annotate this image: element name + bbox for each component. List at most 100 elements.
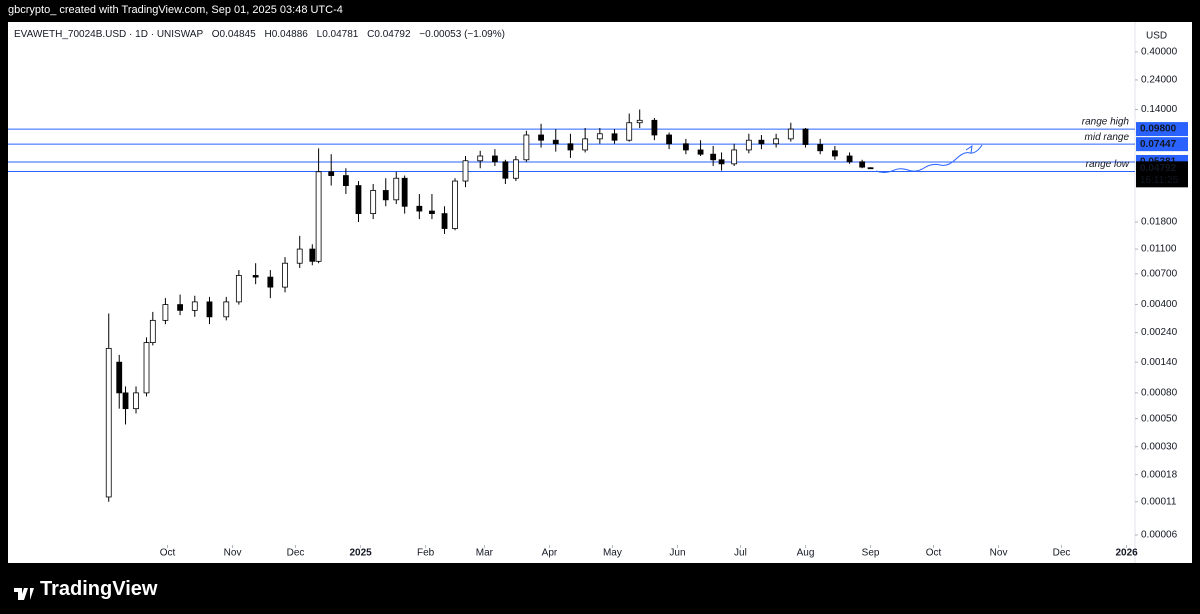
candle-body	[452, 180, 458, 229]
x-tick-label: Sep	[862, 548, 880, 559]
candle-body	[105, 347, 112, 498]
candle-body	[817, 144, 824, 152]
candle-body	[718, 159, 725, 165]
legend-open: 0.04845	[219, 29, 256, 40]
candle-body	[745, 139, 752, 151]
candle-body	[512, 159, 519, 179]
candle-body	[666, 134, 672, 145]
y-tick-label: 0.01100	[1141, 244, 1177, 255]
footer: TradingView	[10, 578, 157, 601]
candle-body	[462, 160, 469, 182]
candle-body	[328, 171, 335, 176]
y-tick-label: 0.40000	[1141, 47, 1178, 58]
x-tick-label: 2025	[349, 548, 372, 559]
legend-letter: O	[211, 29, 220, 40]
candle-body	[502, 161, 509, 179]
y-tick-label: 0.24000	[1141, 75, 1178, 86]
brand: TradingView	[40, 578, 158, 600]
legend-letter: C	[367, 29, 375, 40]
candle-body	[582, 138, 589, 151]
last-price-tag	[1136, 161, 1188, 188]
level-tag	[1136, 122, 1188, 137]
candle-body	[429, 210, 435, 214]
brand-logo	[14, 588, 34, 600]
level-name: range high	[1082, 117, 1130, 128]
candle-body	[697, 149, 704, 155]
legend-high: 0.04886	[271, 29, 308, 40]
candle-body	[133, 392, 139, 410]
symbol: EVAWETH_70024B.USD · 1D · UNISWAP	[14, 29, 203, 40]
legend-change: −0.00053 (−1.09%)	[419, 29, 505, 40]
candle-body	[802, 128, 809, 145]
candle-body	[441, 213, 448, 229]
y-tick-label: 0.00018	[1141, 469, 1178, 480]
candle-body	[355, 185, 362, 214]
candle-body	[538, 134, 544, 141]
level-label: 0.09800	[1140, 124, 1177, 135]
candle-body	[731, 149, 738, 165]
x-tick-label: Jun	[669, 548, 685, 559]
candle-body	[552, 139, 559, 145]
candle-body	[867, 167, 874, 170]
candle-body	[149, 319, 156, 344]
candle-body	[282, 262, 288, 288]
candle-body	[309, 248, 316, 262]
y-tick-label: 0.00140	[1141, 357, 1178, 368]
currency-label: USD	[1146, 31, 1167, 42]
candle-body	[491, 155, 498, 163]
candle-body	[177, 304, 183, 311]
candle-body	[191, 301, 198, 311]
candle-body	[252, 275, 259, 278]
header-text: gbcrypto_ created with TradingView.com, …	[8, 4, 343, 16]
y-tick-label: 0.00011	[1141, 496, 1177, 507]
candle-body	[567, 143, 574, 151]
level-tag	[1136, 137, 1188, 152]
candle-body	[382, 190, 389, 201]
candle-body	[651, 119, 658, 136]
legend-low: 0.04781	[322, 29, 359, 40]
candle-body	[116, 361, 123, 394]
legend-close: 0.04792	[374, 29, 411, 40]
candle-body	[758, 139, 765, 145]
x-tick-label: Aug	[797, 548, 815, 559]
candle-body	[626, 122, 633, 141]
candle-body	[787, 128, 794, 140]
candle-body	[267, 276, 274, 288]
y-tick-label: 0.00050	[1141, 413, 1178, 424]
candle-body	[342, 175, 349, 186]
candle-body	[143, 342, 150, 394]
candle-body	[393, 177, 400, 201]
x-tick-label: 2026	[1115, 548, 1138, 559]
candle-body	[831, 150, 838, 157]
last-price-label: 0.04792	[1140, 163, 1177, 174]
chart-background	[8, 22, 1192, 563]
x-tick-label: Dec	[287, 548, 305, 559]
candle-body	[636, 119, 643, 124]
candle-body	[206, 301, 213, 318]
y-tick-label: 0.00240	[1141, 327, 1178, 338]
y-tick-label: 0.00080	[1141, 388, 1178, 399]
candle-body	[162, 304, 169, 321]
candle-body	[773, 138, 780, 145]
candle-body	[596, 133, 603, 140]
x-tick-label: Mar	[476, 548, 494, 559]
candle-body	[523, 134, 530, 161]
y-tick-label: 0.01800	[1141, 217, 1178, 228]
candle-body	[315, 171, 322, 262]
candle-body	[682, 143, 689, 151]
candle-body	[710, 153, 717, 161]
y-tick-label: 0.00030	[1141, 441, 1178, 452]
x-tick-label: Jul	[734, 548, 747, 559]
candle-body	[846, 155, 853, 163]
level-name: range low	[1086, 159, 1130, 170]
x-tick-label: Oct	[926, 548, 942, 559]
candle-body	[223, 301, 230, 318]
x-tick-label: May	[603, 548, 622, 559]
y-tick-label: 0.00700	[1141, 269, 1178, 280]
x-tick-label: Dec	[1053, 548, 1071, 559]
x-tick-label: Nov	[990, 548, 1008, 559]
candle-body	[401, 177, 408, 207]
y-tick-label: 0.14000	[1141, 104, 1178, 115]
